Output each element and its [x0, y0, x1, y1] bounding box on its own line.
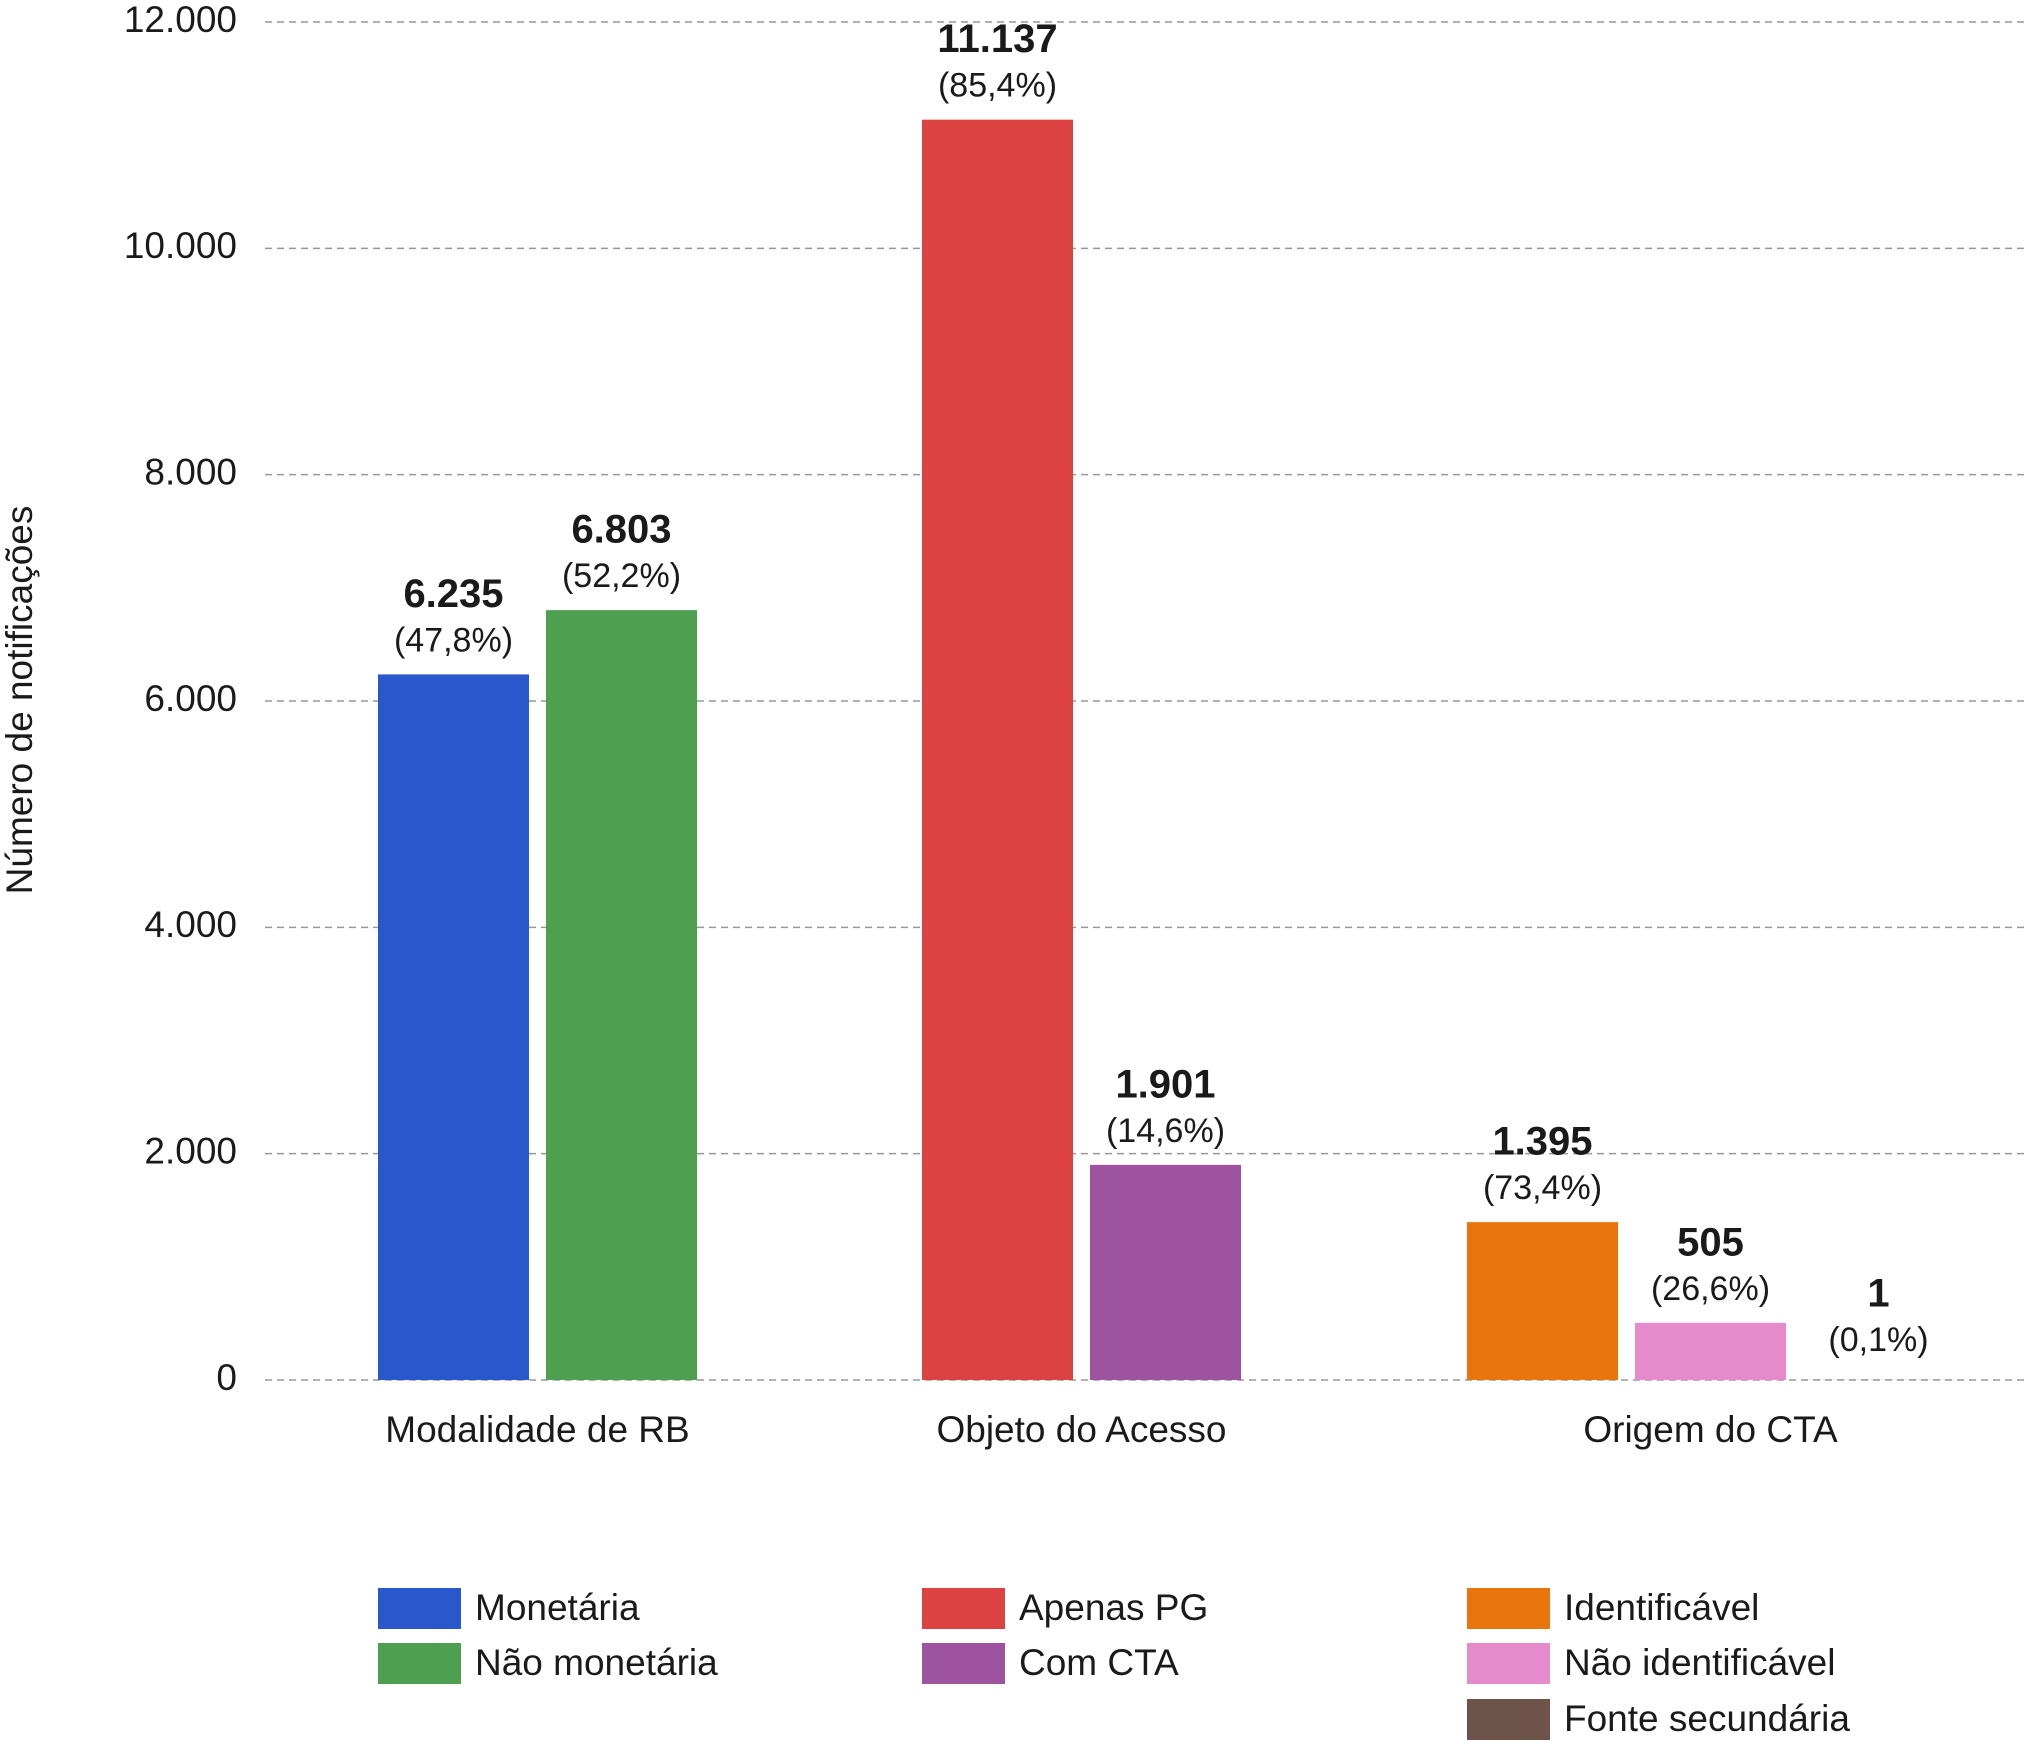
y-tick-label: 0	[216, 1357, 237, 1398]
y-tick-label: 12.000	[124, 0, 237, 40]
share-label: (73,4%)	[1483, 1169, 1602, 1207]
legend-swatch	[378, 1588, 461, 1629]
value-label: 1.901	[1115, 1062, 1215, 1106]
x-tick-label: Modalidade de RB	[385, 1409, 689, 1450]
share-label: (14,6%)	[1106, 1112, 1225, 1150]
bar	[1090, 1164, 1241, 1380]
bar	[546, 610, 697, 1380]
y-tick-label: 4.000	[144, 904, 237, 945]
x-tick-label: Objeto do Acesso	[936, 1409, 1226, 1450]
legend-swatch	[922, 1588, 1005, 1629]
share-label: (47,8%)	[394, 621, 513, 659]
share-label: (0,1%)	[1828, 1321, 1928, 1359]
x-tick-label: Origem do CTA	[1583, 1409, 1838, 1450]
share-label: (26,6%)	[1651, 1270, 1770, 1308]
legend-label: Não monetária	[475, 1642, 718, 1683]
share-label: (52,2%)	[562, 557, 681, 595]
bar	[1467, 1222, 1618, 1380]
bar	[378, 674, 529, 1380]
legend-swatch	[922, 1643, 1005, 1684]
value-label: 505	[1677, 1220, 1744, 1264]
y-axis-label: Número de notificações	[0, 506, 40, 895]
legend-swatch	[1467, 1588, 1550, 1629]
legend-swatch	[378, 1643, 461, 1684]
legend-swatch	[1467, 1643, 1550, 1684]
value-label: 11.137	[937, 17, 1057, 61]
legend-label: Não identificável	[1564, 1642, 1835, 1683]
value-label: 1.395	[1492, 1120, 1592, 1164]
y-tick-label: 10.000	[124, 225, 237, 266]
legend-label: Apenas PG	[1019, 1587, 1208, 1628]
legend-label: Fonte secundária	[1564, 1698, 1850, 1739]
bar	[922, 119, 1073, 1380]
value-label: 6.235	[403, 572, 503, 616]
legend-swatch	[1467, 1699, 1550, 1740]
bar	[1635, 1322, 1786, 1380]
y-tick-label: 2.000	[144, 1130, 237, 1171]
legend-label: Com CTA	[1019, 1642, 1179, 1683]
legend-label: Monetária	[475, 1587, 640, 1628]
y-tick-label: 6.000	[144, 678, 237, 719]
value-label: 1	[1867, 1272, 1889, 1316]
y-tick-label: 8.000	[144, 451, 237, 492]
share-label: (85,4%)	[938, 67, 1057, 105]
legend-label: Identificável	[1564, 1587, 1759, 1628]
value-label: 6.803	[571, 508, 671, 552]
